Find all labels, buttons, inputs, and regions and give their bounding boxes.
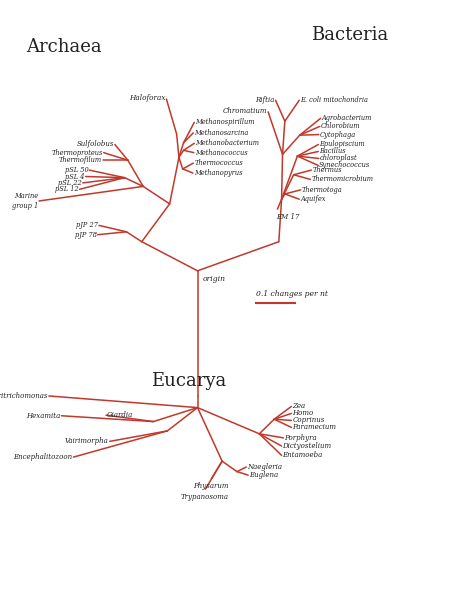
Text: Paramecium: Paramecium: [292, 424, 336, 431]
Text: Methanobacterium: Methanobacterium: [195, 140, 259, 147]
Text: Sulfolobus: Sulfolobus: [76, 141, 114, 148]
Text: Zea: Zea: [292, 403, 305, 410]
Text: Haloforax: Haloforax: [129, 94, 165, 103]
Text: Agrobacterium: Agrobacterium: [321, 114, 372, 122]
Text: Vairimorpha: Vairimorpha: [65, 437, 109, 446]
Text: Bacteria: Bacteria: [311, 26, 389, 44]
Text: Aquifex: Aquifex: [300, 195, 326, 203]
Text: Thermoproteus: Thermoproteus: [51, 148, 103, 157]
Text: EM 17: EM 17: [276, 213, 300, 221]
Text: Methanosarcina: Methanosarcina: [194, 129, 249, 137]
Text: pJP 78: pJP 78: [75, 230, 97, 239]
Text: Thermus: Thermus: [312, 166, 342, 174]
Text: Thermofilum: Thermofilum: [59, 156, 102, 164]
Text: Chlorobium: Chlorobium: [320, 122, 360, 131]
Text: Thermomicrobium: Thermomicrobium: [311, 175, 374, 184]
Text: pJP 27: pJP 27: [76, 222, 98, 229]
Text: Eucarya: Eucarya: [151, 372, 226, 390]
Text: Archaea: Archaea: [26, 37, 101, 56]
Text: Synechococcus: Synechococcus: [319, 162, 371, 169]
Text: Chromatium: Chromatium: [223, 108, 267, 115]
Text: Naegleria: Naegleria: [247, 463, 282, 471]
Text: pSL 12: pSL 12: [55, 185, 79, 193]
Text: Porphyra: Porphyra: [284, 434, 317, 442]
Text: Dictyostelium: Dictyostelium: [283, 442, 332, 450]
Text: Giardia: Giardia: [107, 411, 133, 419]
Text: pSL 50: pSL 50: [64, 166, 88, 174]
Text: Riftia: Riftia: [255, 96, 274, 104]
Text: Cytophaga: Cytophaga: [319, 131, 356, 138]
Text: Thermotoga: Thermotoga: [301, 186, 342, 194]
Text: Methanospirillum: Methanospirillum: [195, 118, 255, 127]
Text: E. coli mitochondria: E. coli mitochondria: [300, 96, 368, 104]
Text: Epulopiscium: Epulopiscium: [319, 141, 365, 148]
Text: Trypanosoma: Trypanosoma: [181, 492, 228, 501]
Text: Homo: Homo: [292, 409, 313, 418]
Text: Entamoeba: Entamoeba: [283, 451, 323, 459]
Text: Methanococcus: Methanococcus: [195, 148, 247, 157]
Text: Physarum: Physarum: [193, 482, 228, 489]
Text: pSL 4: pSL 4: [65, 172, 85, 181]
Text: Coprinus: Coprinus: [292, 416, 325, 424]
Text: Hexamita: Hexamita: [26, 412, 61, 420]
Text: Tritrichomonas: Tritrichomonas: [0, 392, 48, 400]
Text: Thermococcus: Thermococcus: [194, 159, 243, 167]
Text: 0.1 changes per nt: 0.1 changes per nt: [255, 289, 328, 298]
Text: Methanopyrus: Methanopyrus: [194, 169, 242, 177]
Text: Encephalitozoon: Encephalitozoon: [13, 453, 73, 461]
Text: Euglena: Euglena: [249, 471, 278, 479]
Text: pSL 22: pSL 22: [58, 179, 82, 187]
Text: origin: origin: [203, 276, 226, 283]
Text: Bacillus: Bacillus: [319, 147, 346, 156]
Text: Marine
group 1: Marine group 1: [12, 192, 38, 210]
Text: chloroplast: chloroplast: [319, 154, 357, 162]
